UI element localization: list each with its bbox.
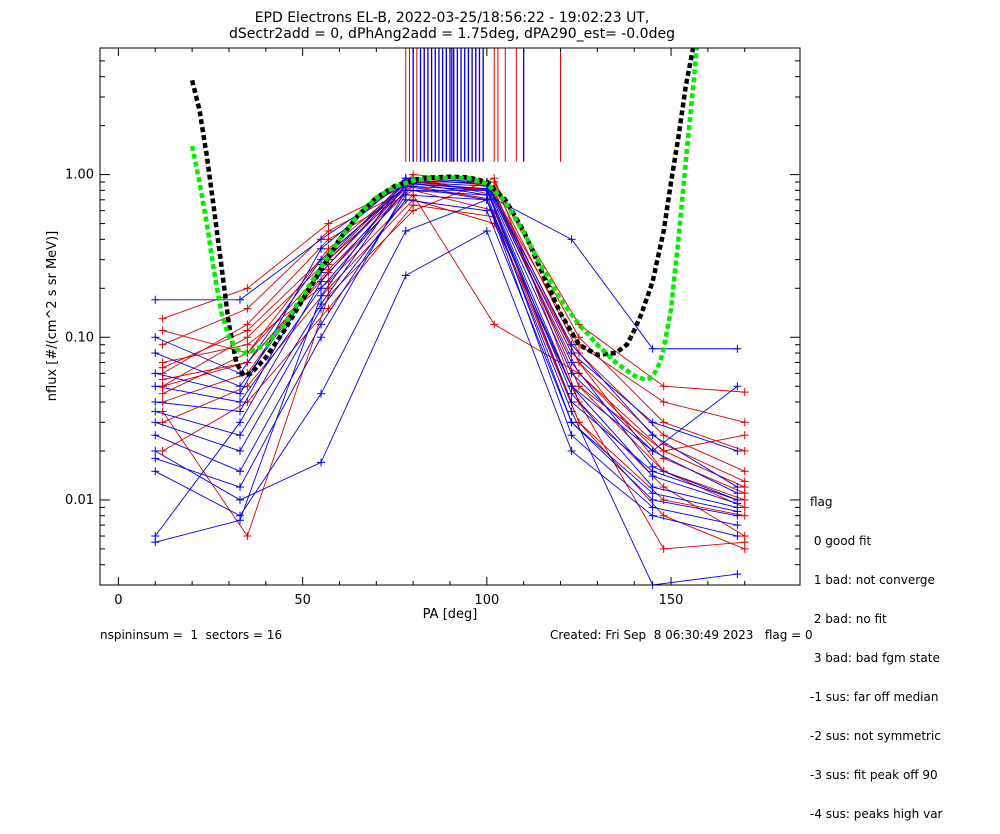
blue-series-line xyxy=(155,181,738,350)
blue-series-line xyxy=(155,189,738,501)
legend-item: -4 sus: peaks high var xyxy=(810,807,943,821)
legend-item: 1 bad: not converge xyxy=(810,573,935,587)
fit-curves-group xyxy=(189,47,700,382)
x-tick-label: 150 xyxy=(659,593,684,608)
chart-title-line1: EPD Electrons EL-B, 2022-03-25/18:56:22 … xyxy=(255,10,650,26)
legend-item: 0 good fit xyxy=(810,534,872,548)
pitch-angle-chart: EPD Electrons EL-B, 2022-03-25/18:56:22 … xyxy=(45,10,801,622)
y-tick-label: 0.01 xyxy=(65,493,94,508)
legend-item: 2 bad: no fit xyxy=(810,612,887,626)
red-series-line xyxy=(162,177,745,423)
blue-series-line xyxy=(155,181,738,494)
red-series-line xyxy=(162,174,745,452)
legend-item: 3 bad: bad fgm state xyxy=(810,651,940,665)
y-axis-ticks: 0.01 0.10 1.00 xyxy=(65,47,800,586)
x-tick-label: 100 xyxy=(474,593,499,608)
y-axis-label: nflux [#/(cm^2 s sr MeV)] xyxy=(45,231,60,401)
x-axis-ticks: 0 50 100 150 xyxy=(114,48,746,608)
red-series-line xyxy=(162,181,745,393)
red-series-line xyxy=(162,199,745,537)
legend-item: -3 sus: fit peak off 90 xyxy=(810,768,938,782)
y-tick-label: 1.00 xyxy=(65,168,94,183)
fit-line-green xyxy=(189,47,700,382)
blue-series-line xyxy=(155,180,738,501)
legend-item: -2 sus: not symmetric xyxy=(810,729,941,743)
blue-series-line xyxy=(155,199,738,586)
blue-series-line xyxy=(154,185,738,537)
legend-title: flag xyxy=(810,495,833,509)
y-tick-label: 0.10 xyxy=(65,330,94,345)
blue-series-line xyxy=(155,194,738,526)
x-axis-label: PA [deg] xyxy=(423,607,478,622)
flag-legend: flag 0 good fit 1 bad: not converge 2 ba… xyxy=(810,470,942,834)
chart-title-line2: dSectr2add = 0, dPhAng2add = 1.75deg, dP… xyxy=(229,26,675,42)
fit-line-black xyxy=(189,47,696,379)
blue-series-line xyxy=(155,199,738,517)
footer-right: Created: Fri Sep 8 06:30:49 2023 flag = … xyxy=(550,628,813,642)
blue-series-line xyxy=(155,183,738,504)
blue-series-line xyxy=(155,189,738,512)
legend-item: -1 sus: far off median xyxy=(810,690,939,704)
x-tick-label: 0 xyxy=(114,593,122,608)
footer-left: nspininsum = 1 sectors = 16 xyxy=(100,628,283,642)
x-tick-label: 50 xyxy=(294,593,311,608)
data-curves-group xyxy=(151,170,749,589)
red-series-line xyxy=(162,194,745,452)
vertical-lines-group xyxy=(405,48,562,162)
red-series-line xyxy=(162,185,745,508)
blue-series-line xyxy=(155,230,738,537)
